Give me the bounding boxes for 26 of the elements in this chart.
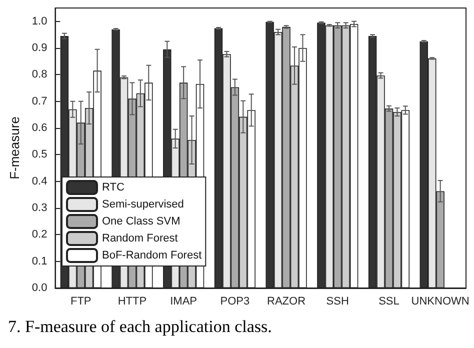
x-tick-label: UNKNOWN xyxy=(411,296,470,308)
y-tick-label: 0.0 xyxy=(32,282,48,294)
legend-label: Semi-supervised xyxy=(102,198,184,210)
x-tick-label: RAZOR xyxy=(267,296,306,308)
y-tick-label: 0.8 xyxy=(32,68,48,81)
y-tick-label: 0.7 xyxy=(32,95,48,108)
legend-label: BoF-Random Forest xyxy=(102,250,202,262)
y-tick-label: 0.6 xyxy=(32,122,48,134)
legend-label: One Class SVM xyxy=(102,216,180,228)
x-tick-label: POP3 xyxy=(220,296,250,308)
x-tick-label: SSL xyxy=(378,296,400,308)
x-tick-label: SSH xyxy=(326,296,349,308)
x-tick-label: FTP xyxy=(70,296,92,308)
y-tick-label: 0.5 xyxy=(32,148,48,161)
x-tick-label: HTTP xyxy=(118,296,147,308)
y-axis-title: F-measure xyxy=(7,116,22,180)
text: 7. F-measure of each application class. xyxy=(7,316,273,338)
y-tick-label: 0.1 xyxy=(32,255,48,268)
y-tick-label: 1.0 xyxy=(32,15,48,28)
y-tick-label: 0.4 xyxy=(32,175,48,188)
legend-label: RTC xyxy=(102,182,124,194)
y-tick-label: 0.2 xyxy=(32,228,48,241)
y-tick-label: 0.3 xyxy=(32,202,48,214)
x-tick-label: IMAP xyxy=(170,296,198,308)
legend-label: Random Forest xyxy=(102,232,178,244)
y-tick-label: 0.9 xyxy=(32,42,48,54)
